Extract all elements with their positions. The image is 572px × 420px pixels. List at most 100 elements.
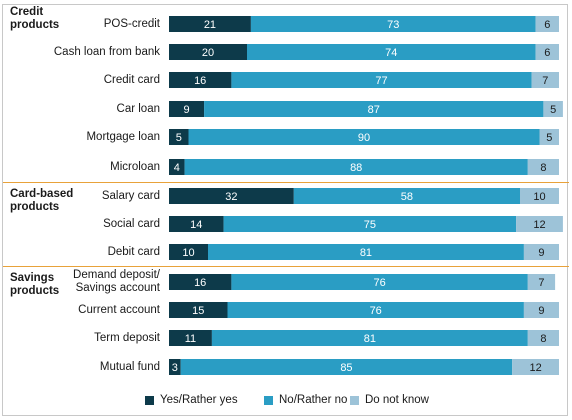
bar-segment bbox=[523, 244, 559, 260]
data-label: 73 bbox=[387, 19, 399, 31]
category-label: Cash loan from bank bbox=[53, 45, 160, 58]
data-label: 4 bbox=[174, 162, 180, 174]
data-label: 20 bbox=[202, 47, 214, 59]
data-label: 81 bbox=[364, 333, 376, 345]
data-label: 7 bbox=[542, 75, 548, 87]
group-label: Card-based products bbox=[10, 188, 74, 213]
bar-segment bbox=[169, 216, 224, 232]
data-label: 74 bbox=[385, 47, 397, 59]
data-label: 3 bbox=[172, 362, 178, 374]
legend-swatch bbox=[145, 395, 154, 405]
data-label: 16 bbox=[194, 75, 206, 87]
legend: Yes/Rather yes No/Rather no Do not know bbox=[0, 394, 572, 410]
bar-segment bbox=[516, 216, 563, 232]
data-label: 75 bbox=[364, 219, 376, 231]
data-label: 9 bbox=[538, 247, 544, 259]
data-label: 5 bbox=[546, 132, 552, 144]
bar-segment bbox=[169, 359, 181, 375]
data-label: 6 bbox=[544, 47, 550, 59]
data-label: 7 bbox=[538, 277, 544, 289]
category-label: Mortgage loan bbox=[86, 130, 160, 143]
bar-segment bbox=[250, 16, 536, 32]
data-label: 14 bbox=[190, 219, 202, 231]
bar-segment bbox=[204, 101, 544, 117]
bar-segment bbox=[169, 274, 232, 290]
bar-segment bbox=[169, 188, 294, 204]
bar-segment bbox=[539, 129, 559, 145]
data-label: 90 bbox=[358, 132, 370, 144]
legend-swatch bbox=[264, 395, 273, 405]
chart-frame bbox=[2, 4, 568, 416]
group-separator bbox=[3, 266, 569, 267]
category-label: Microloan bbox=[110, 160, 160, 173]
group-separator bbox=[3, 182, 569, 183]
data-label: 11 bbox=[185, 333, 196, 345]
category-label: Car loan bbox=[116, 102, 160, 115]
bar-segment bbox=[527, 330, 559, 346]
data-label: 76 bbox=[370, 305, 382, 317]
data-label: 16 bbox=[194, 277, 206, 289]
data-label: 15 bbox=[192, 305, 204, 317]
bar-segment bbox=[512, 359, 559, 375]
category-label: Credit card bbox=[103, 73, 160, 86]
bar-segment bbox=[543, 101, 563, 117]
bar-segment bbox=[247, 44, 536, 60]
bar-segment bbox=[535, 44, 559, 60]
bar-segment bbox=[208, 244, 524, 260]
data-label: 12 bbox=[533, 219, 545, 231]
category-label: Demand deposit/ Savings account bbox=[73, 269, 160, 294]
legend-item: No/Rather no bbox=[264, 394, 347, 406]
bar-segment bbox=[527, 274, 556, 290]
bar-segment bbox=[169, 44, 247, 60]
bar-segment bbox=[527, 159, 559, 175]
category-label: Debit card bbox=[107, 245, 160, 258]
bar-segment bbox=[169, 244, 208, 260]
bar-segment bbox=[535, 16, 559, 32]
bar-segment bbox=[169, 129, 189, 145]
data-label: 12 bbox=[529, 362, 541, 374]
category-label: Term deposit bbox=[94, 331, 160, 344]
data-label: 8 bbox=[540, 333, 546, 345]
data-label: 21 bbox=[204, 19, 216, 31]
bar-segment bbox=[231, 72, 532, 88]
legend-swatch bbox=[350, 395, 359, 405]
data-label: 5 bbox=[550, 104, 556, 116]
bar-segment bbox=[231, 274, 528, 290]
group-label: Credit products bbox=[10, 6, 60, 31]
bar-segment bbox=[188, 129, 540, 145]
data-label: 6 bbox=[544, 19, 550, 31]
bar-segment bbox=[293, 188, 520, 204]
bar-segment bbox=[169, 72, 232, 88]
data-label: 10 bbox=[182, 247, 194, 259]
category-label: Salary card bbox=[101, 189, 160, 202]
bar-segment bbox=[184, 159, 528, 175]
bar-segment bbox=[169, 330, 212, 346]
category-label: POS-credit bbox=[103, 17, 160, 30]
data-label: 77 bbox=[375, 75, 387, 87]
data-label: 8 bbox=[540, 162, 546, 174]
category-label: Current account bbox=[78, 303, 160, 316]
bar-segment bbox=[223, 216, 517, 232]
legend-label: Yes/Rather yes bbox=[160, 394, 238, 406]
data-label: 88 bbox=[350, 162, 362, 174]
group-label: Savings products bbox=[10, 272, 60, 297]
bar-segment bbox=[169, 16, 251, 32]
legend-item: Do not know bbox=[350, 394, 429, 406]
bar-segment bbox=[523, 302, 559, 318]
legend-label: Do not know bbox=[365, 394, 429, 406]
data-label: 85 bbox=[340, 362, 352, 374]
legend-item: Yes/Rather yes bbox=[145, 394, 238, 406]
legend-label: No/Rather no bbox=[279, 394, 348, 406]
bar-segment bbox=[180, 359, 513, 375]
data-label: 87 bbox=[368, 104, 380, 116]
data-label: 9 bbox=[183, 104, 189, 116]
bar-segment bbox=[169, 159, 185, 175]
bar-segment bbox=[520, 188, 559, 204]
data-label: 81 bbox=[360, 247, 372, 259]
bar-segment bbox=[169, 302, 228, 318]
data-label: 9 bbox=[538, 305, 544, 317]
bar-segment bbox=[169, 101, 205, 117]
data-label: 5 bbox=[176, 132, 182, 144]
data-label: 10 bbox=[533, 191, 545, 203]
